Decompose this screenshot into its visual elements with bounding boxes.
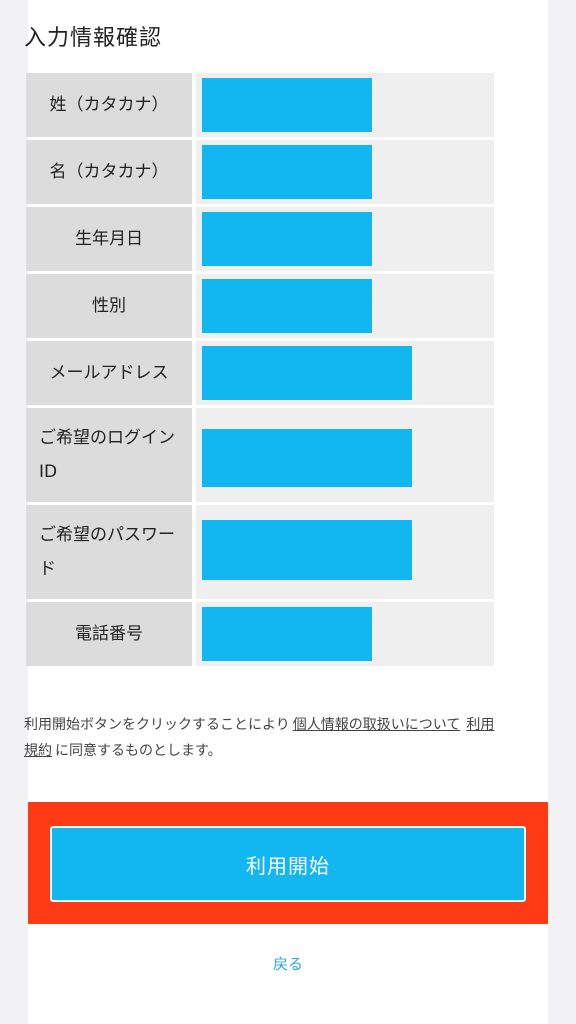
redacted-value [202,429,412,487]
table-row: メールアドレス [26,341,494,405]
table-row: ご希望のログインID [26,408,494,502]
row-value [196,73,494,137]
row-value [196,505,494,599]
label-text: 姓（カタカナ） [49,95,169,115]
confirmation-table: 姓（カタカナ） 名（カタカナ） 生年月日 性別 メールアドレス ご希望のログイン… [26,73,494,669]
table-row: 電話番号 [26,602,494,666]
consent-suffix: に同意するものとします。 [55,743,222,759]
table-row: ご希望のパスワード [26,505,494,599]
row-label: 性別 [26,274,192,338]
redacted-value [202,78,372,132]
redacted-value [202,212,372,266]
label-text: ご希望のパスワード [39,525,175,579]
row-value [196,140,494,204]
label-text: 性別 [92,296,126,316]
label-text: 生年月日 [75,229,143,249]
table-row: 性別 [26,274,494,338]
consent-prefix: 利用開始ボタンをクリックすることにより [24,717,290,733]
consent-text: 利用開始ボタンをクリックすることにより 個人情報の取扱いについて 利用規約 に同意する… [24,712,504,764]
table-row: 姓（カタカナ） [26,73,494,137]
page-title: 入力情報確認 [24,26,163,51]
start-use-button[interactable]: 利用開始 [50,826,526,902]
row-label: ご希望のパスワード [26,505,192,599]
row-label: 名（カタカナ） [26,140,192,204]
redacted-value [202,520,412,580]
privacy-policy-link[interactable]: 個人情報の取扱いについて [292,717,461,733]
redacted-value [202,346,412,400]
row-label: 電話番号 [26,602,192,666]
redacted-value [202,145,372,199]
back-link[interactable]: 戻る [272,955,303,973]
redacted-value [202,279,372,333]
terms-of-use-link[interactable]: 利用規約 [24,717,495,759]
row-label: 姓（カタカナ） [26,73,192,137]
label-text: 電話番号 [75,624,143,644]
row-value [196,602,494,666]
row-label: 生年月日 [26,207,192,271]
label-text: ご希望のログインID [39,428,175,482]
label-text: 名（カタカナ） [49,162,169,182]
row-value [196,274,494,338]
table-row: 名（カタカナ） [26,140,494,204]
row-label: ご希望のログインID [26,408,192,502]
label-text: メールアドレス [49,363,169,383]
row-value [196,207,494,271]
row-value [196,341,494,405]
redacted-value [202,607,372,661]
row-value [196,408,494,502]
row-label: メールアドレス [26,341,192,405]
table-row: 生年月日 [26,207,494,271]
